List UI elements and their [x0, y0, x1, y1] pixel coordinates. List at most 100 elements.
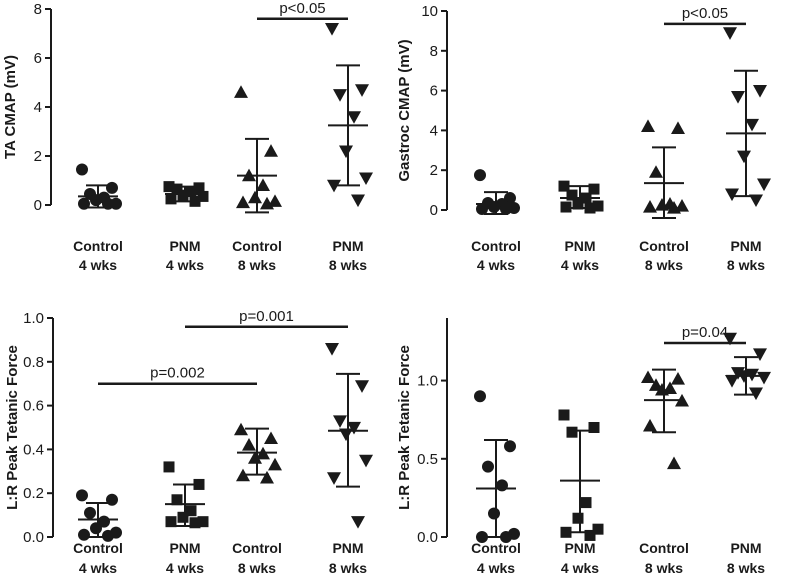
- data-point-square: [163, 461, 175, 473]
- y-tick-label: 10: [421, 3, 438, 20]
- data-point-square: [560, 526, 572, 538]
- data-point-square: [558, 409, 570, 421]
- y-tick-label: 0.2: [23, 485, 44, 502]
- significance-label: p<0.05: [682, 5, 728, 22]
- data-point-circle: [78, 528, 90, 541]
- chart-panel-bottom-left: 0.0 0.2 0.4 0.6 0.8 1.0 L:R Peak Tetanic Force…: [4, 308, 373, 576]
- y-axis-label: Gastroc CMAP (mV): [396, 39, 413, 181]
- data-point-circle: [488, 201, 500, 214]
- x-category-sublabel: 4 wks: [166, 257, 204, 273]
- data-point-square: [572, 198, 584, 210]
- data-point-circle: [106, 181, 118, 194]
- x-category-sublabel: 8 wks: [238, 257, 276, 273]
- data-point-square: [592, 523, 604, 535]
- y-axis-label: L:R Peak Tetanic Force: [396, 345, 413, 510]
- data-point-triangle-down: [355, 84, 369, 97]
- y-tick-label: 0.4: [23, 441, 44, 458]
- data-point-square: [165, 516, 177, 528]
- data-point-square: [185, 186, 197, 198]
- data-point-triangle-down: [757, 178, 771, 192]
- data-point-triangle-down: [737, 150, 751, 164]
- y-tick-label: 6: [430, 83, 438, 100]
- data-point-circle: [102, 529, 114, 542]
- data-point-triangle-up: [667, 201, 681, 214]
- category-group: PNM 8 wks: [723, 27, 771, 273]
- y-tick-label: 4: [34, 99, 42, 116]
- data-point-circle: [496, 479, 508, 492]
- data-point-triangle-up: [667, 456, 681, 470]
- data-point-triangle-down: [731, 90, 745, 104]
- data-point-square: [193, 478, 205, 490]
- y-tick-label: 0.6: [23, 398, 44, 415]
- x-category-label: Control: [471, 238, 521, 254]
- category-group: Control 8 wks: [639, 119, 689, 273]
- data-point-triangle-down: [723, 27, 737, 40]
- x-category-label: PNM: [169, 238, 200, 254]
- data-point-square: [163, 181, 175, 193]
- data-point-triangle-up: [641, 119, 655, 133]
- y-tick-label: 0.0: [417, 529, 438, 546]
- significance-label: p=0.001: [239, 308, 294, 325]
- y-axis-label: L:R Peak Tetanic Force: [4, 345, 21, 510]
- category-group: PNM 8 wks: [723, 332, 771, 576]
- data-point-triangle-down: [347, 421, 361, 435]
- x-category-label: Control: [471, 540, 521, 556]
- data-point-triangle-up: [643, 418, 657, 432]
- data-point-square: [566, 426, 578, 438]
- category-group: Control 8 wks: [232, 85, 282, 273]
- data-point-triangle-down: [327, 472, 341, 485]
- significance-label: p<0.05: [279, 0, 325, 17]
- y-tick-label: 0.5: [417, 451, 438, 468]
- data-point-square: [171, 494, 183, 506]
- x-category-label: Control: [639, 540, 689, 556]
- y-tick-label: 4: [430, 122, 438, 139]
- data-point-square: [560, 201, 572, 213]
- category-group: PNM 4 wks: [558, 180, 604, 273]
- category-group: Control 4 wks: [471, 169, 521, 273]
- category-group: PNM 4 wks: [163, 461, 209, 576]
- data-point-triangle-up: [675, 199, 689, 212]
- category-group: Control 8 wks: [232, 422, 282, 576]
- data-point-triangle-down: [351, 194, 365, 208]
- data-point-square: [558, 180, 570, 192]
- data-point-square: [566, 189, 578, 201]
- data-point-circle: [76, 163, 88, 176]
- y-tick-label: 6: [34, 50, 42, 67]
- data-point-triangle-up: [663, 381, 677, 394]
- data-point-circle: [504, 440, 516, 453]
- category-group: PNM 4 wks: [163, 181, 209, 273]
- data-point-triangle-down: [333, 89, 347, 102]
- x-category-sublabel: 4 wks: [166, 560, 204, 576]
- data-point-square: [197, 516, 209, 528]
- x-category-sublabel: 4 wks: [561, 257, 599, 273]
- significance-label: p=0.04: [682, 324, 728, 341]
- y-tick-label: 2: [34, 148, 42, 165]
- data-point-circle: [476, 203, 488, 216]
- data-point-triangle-up: [242, 438, 256, 451]
- x-category-sublabel: 4 wks: [477, 257, 515, 273]
- data-point-triangle-up: [268, 457, 282, 471]
- y-tick-label: 8: [430, 43, 438, 60]
- data-point-triangle-down: [745, 118, 759, 132]
- x-category-sublabel: 4 wks: [79, 257, 117, 273]
- y-tick-label: 0: [34, 197, 42, 214]
- data-point-triangle-up: [655, 382, 669, 396]
- data-point-triangle-down: [351, 516, 365, 529]
- data-point-circle: [482, 460, 494, 473]
- data-point-triangle-up: [256, 178, 270, 191]
- x-category-sublabel: 8 wks: [645, 257, 683, 273]
- data-point-triangle-up: [236, 195, 250, 209]
- x-category-label: Control: [73, 238, 123, 254]
- data-point-square: [588, 422, 600, 433]
- data-point-square: [580, 497, 592, 509]
- x-category-sublabel: 4 wks: [477, 560, 515, 576]
- data-point-triangle-down: [333, 415, 347, 428]
- category-group: Control 4 wks: [73, 163, 123, 273]
- data-point-square: [193, 182, 205, 194]
- data-point-triangle-up: [248, 451, 262, 464]
- x-category-label: Control: [73, 540, 123, 556]
- x-category-sublabel: 4 wks: [79, 560, 117, 576]
- x-category-sublabel: 8 wks: [329, 257, 367, 273]
- data-point-triangle-down: [725, 188, 739, 202]
- data-point-triangle-down: [325, 23, 339, 36]
